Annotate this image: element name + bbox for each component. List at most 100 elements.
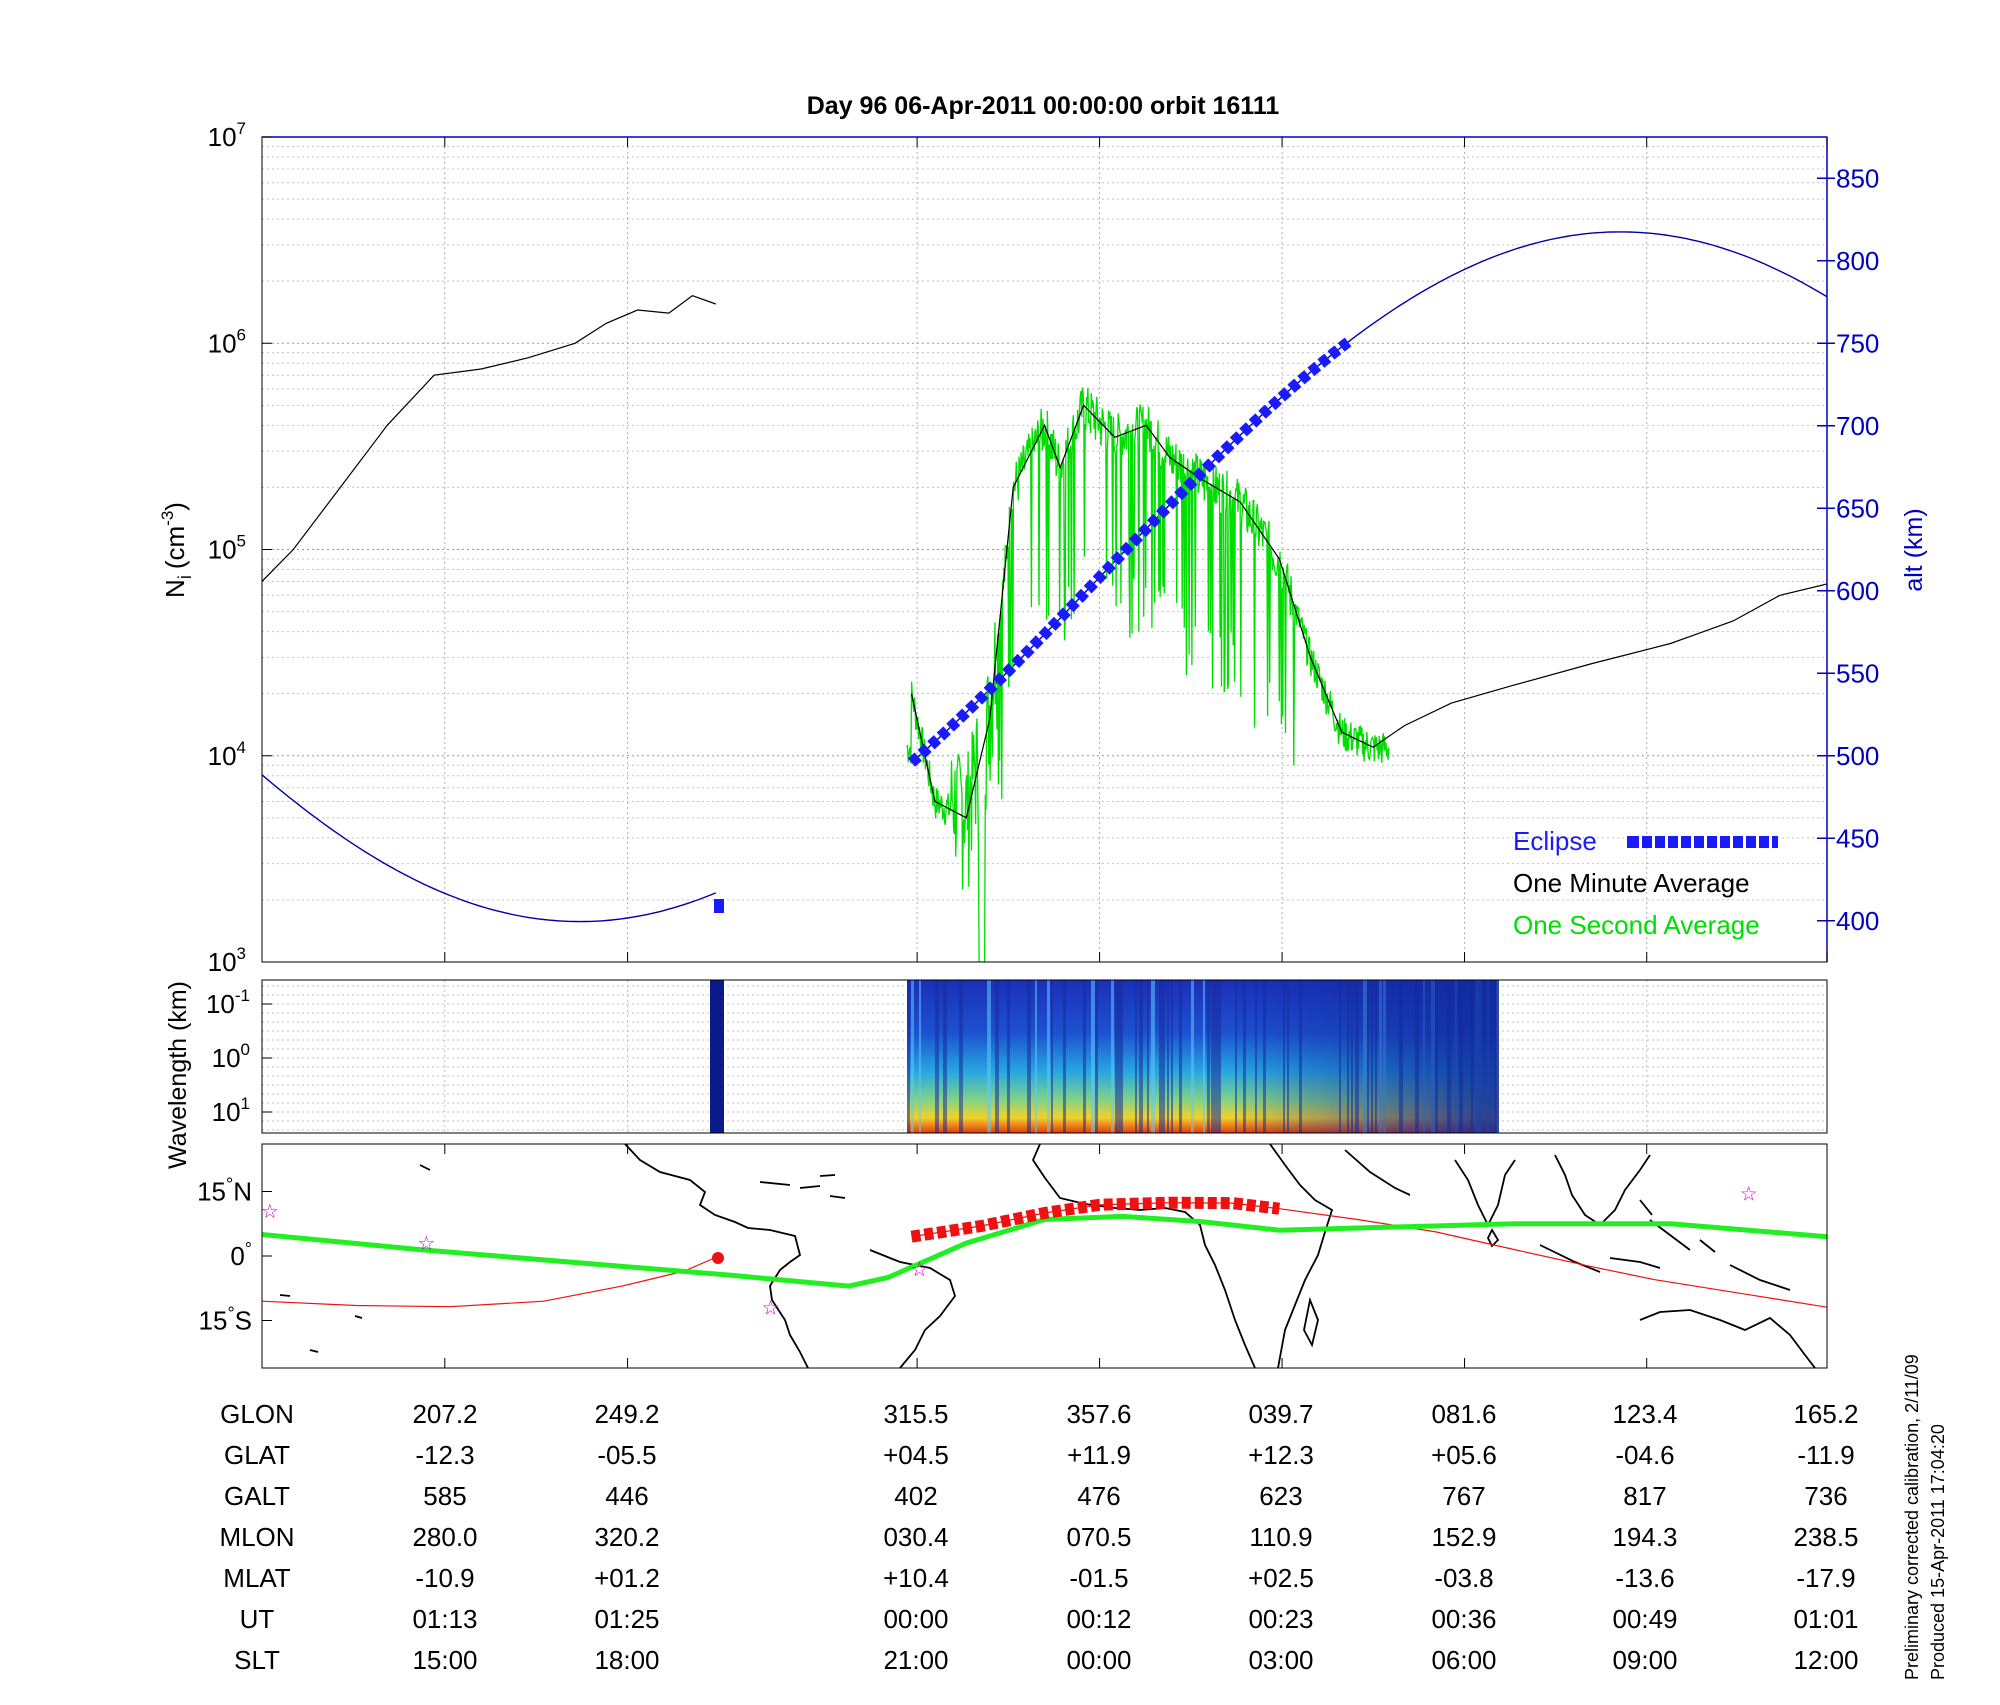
- spec-stripe: [1367, 980, 1369, 1133]
- spectrogram-narrow-band: [710, 980, 724, 1133]
- table-cell: 01:25: [594, 1604, 659, 1634]
- spec-stripe: [1063, 980, 1066, 1133]
- spec-stripe: [1171, 980, 1173, 1133]
- y-tick-label: 106: [208, 325, 246, 358]
- sri-lanka: [1486, 1228, 1500, 1248]
- spec-stripe: [1207, 980, 1210, 1133]
- caribbean-islands: [759, 1174, 846, 1199]
- spec-fade: [1355, 980, 1359, 1133]
- table-cell: 00:12: [1066, 1604, 1131, 1634]
- spec-fade: [1459, 980, 1463, 1133]
- spec-fade: [1267, 980, 1271, 1133]
- y-axis-label-unit-close: ): [160, 502, 190, 511]
- y-axis-label-unit-sup: -3: [158, 511, 177, 526]
- map-y-tick-degree-sign: °: [226, 1175, 233, 1195]
- spec-fade: [1343, 980, 1347, 1133]
- map-y-tick-deg: 0: [230, 1241, 244, 1271]
- spec-fade: [1491, 980, 1495, 1133]
- table-cell: 15:00: [412, 1645, 477, 1675]
- spec-fade: [1455, 980, 1459, 1133]
- spec-stripe: [1051, 980, 1053, 1133]
- map-y-tick-label: 0°: [230, 1239, 252, 1271]
- x-axis-ticks: [261, 137, 1828, 962]
- table-cell: +12.3: [1248, 1440, 1314, 1470]
- spec-fade: [1339, 980, 1343, 1133]
- table-cell: 249.2: [594, 1399, 659, 1429]
- table-cell: 21:00: [883, 1645, 948, 1675]
- legend-eclipse-dashes: [1639, 836, 1772, 848]
- spec-stripe: [1167, 980, 1169, 1133]
- spec-fade: [1311, 980, 1315, 1133]
- spec-fade: [1279, 980, 1283, 1133]
- map-y-tick-degree-sign: °: [245, 1239, 252, 1259]
- legend-dash-gap: [1691, 836, 1694, 848]
- spec-y-tick-label: 101: [212, 1094, 250, 1127]
- spec-stripe: [1163, 980, 1165, 1133]
- indonesia-islands: [1539, 1199, 1791, 1291]
- table-cell: 06:00: [1431, 1645, 1496, 1675]
- spec-stripe: [1235, 980, 1237, 1133]
- map-y-tick-hemi: N: [233, 1177, 252, 1207]
- table-cell: 123.4: [1612, 1399, 1677, 1429]
- table-cell: 00:00: [1066, 1645, 1131, 1675]
- spec-stripe: [1147, 980, 1149, 1133]
- spec-fade: [1427, 980, 1431, 1133]
- spec-stripe: [1203, 980, 1205, 1133]
- spec-stripe: [1191, 980, 1194, 1133]
- table-row-label: SLT: [234, 1645, 280, 1675]
- table-cell: 207.2: [412, 1399, 477, 1429]
- spec-fade: [1419, 980, 1423, 1133]
- table-cell: 357.6: [1066, 1399, 1131, 1429]
- spec-stripe: [1111, 980, 1114, 1133]
- spec-stripe: [987, 980, 991, 1133]
- spec-fade: [1467, 980, 1471, 1133]
- spec-stripe: [1159, 980, 1163, 1133]
- table-cell: 402: [894, 1481, 937, 1511]
- spec-fade: [1319, 980, 1323, 1133]
- spec-fade: [1403, 980, 1407, 1133]
- spec-fade: [1315, 980, 1319, 1133]
- legend-dash-gap: [1717, 836, 1720, 848]
- spec-fade: [1239, 980, 1243, 1133]
- table-cell: 030.4: [883, 1522, 948, 1552]
- table-cell: 070.5: [1066, 1522, 1131, 1552]
- table-cell: 817: [1623, 1481, 1666, 1511]
- y-axis-label: Ni (cm-3): [158, 502, 195, 598]
- spec-fade: [1423, 980, 1427, 1133]
- spec-y-tick-label: 100: [212, 1040, 250, 1073]
- table-cell: 081.6: [1431, 1399, 1496, 1429]
- table-row-label: UT: [240, 1604, 275, 1634]
- table-cell: 280.0: [412, 1522, 477, 1552]
- spec-fade: [1391, 980, 1395, 1133]
- table-cell: 00:49: [1612, 1604, 1677, 1634]
- table-cell: 446: [605, 1481, 648, 1511]
- table-cell: +11.9: [1067, 1440, 1131, 1470]
- spec-fade: [1379, 980, 1383, 1133]
- legend-second-label: One Second Average: [1513, 910, 1760, 940]
- table-row-label: MLAT: [223, 1563, 291, 1593]
- spec-stripe: [1255, 980, 1257, 1133]
- eclipse-line: [907, 337, 1352, 767]
- table-cell: 315.5: [883, 1399, 948, 1429]
- spec-y-tick-exp: 0: [241, 1040, 250, 1059]
- y-tick-base: 10: [208, 328, 237, 358]
- y-tick-base: 10: [208, 741, 237, 771]
- eclipse-marker-left: [714, 899, 724, 913]
- spec-fade: [1255, 980, 1259, 1133]
- table-cell: 736: [1804, 1481, 1847, 1511]
- spec-stripe: [1119, 980, 1123, 1133]
- map-stars: ☆ ☆ ☆ ☆ ☆: [262, 1184, 1758, 1320]
- spec-stripe: [919, 980, 921, 1133]
- y2-axis-label: alt (km): [1900, 508, 1928, 591]
- table-cell: +05.6: [1431, 1440, 1497, 1470]
- table-cell: 01:13: [412, 1604, 477, 1634]
- table-cell: 03:00: [1248, 1645, 1313, 1675]
- table-cell: 476: [1077, 1481, 1120, 1511]
- spec-fade: [1247, 980, 1251, 1133]
- spec-fade: [1259, 980, 1263, 1133]
- spec-stripe: [1047, 980, 1050, 1133]
- spec-fade: [1235, 980, 1239, 1133]
- south-america-east-coast: [869, 1249, 956, 1368]
